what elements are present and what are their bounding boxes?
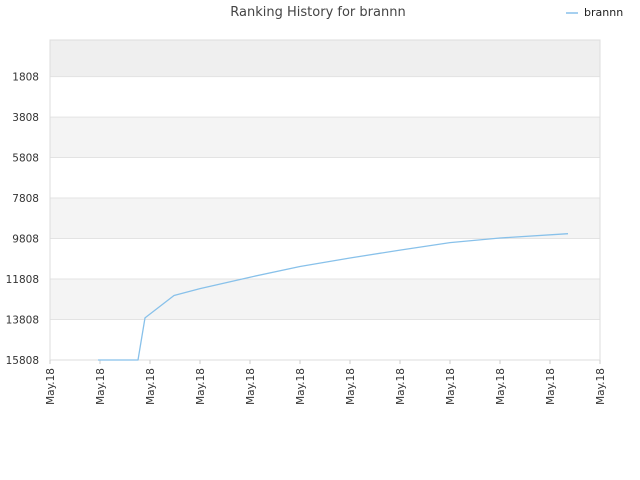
- x-tick-label: May.18: [595, 368, 607, 405]
- y-tick-label: 3808: [12, 112, 39, 124]
- chart-title: Ranking History for brannn: [230, 5, 405, 20]
- y-axis: 1808 3808 5808 7808 9808 11808 13808 15808: [6, 72, 39, 367]
- x-tick-label: May.18: [345, 368, 357, 405]
- y-tick-label: 5808: [12, 153, 39, 165]
- x-tick-label: May.18: [295, 368, 307, 405]
- plot-band: [50, 198, 600, 239]
- plot-bands: [50, 40, 600, 320]
- x-axis: May.18 May.18 May.18 May.18 May.18 May.18 May.…: [45, 360, 607, 405]
- y-tick-label: 1808: [12, 72, 39, 84]
- series-layer: [98, 233, 569, 361]
- legend-label-brannn: brannn: [584, 6, 623, 19]
- plot-band: [50, 279, 600, 320]
- y-tick-label: 9808: [12, 234, 39, 246]
- series-line-brannn: [98, 233, 569, 361]
- x-tick-label: May.18: [145, 368, 157, 405]
- x-tick-label: May.18: [495, 368, 507, 405]
- x-tick-label: May.18: [195, 368, 207, 405]
- y-tick-label: 15808: [6, 355, 39, 367]
- plot-band: [50, 117, 600, 158]
- plot-band: [50, 40, 600, 77]
- x-tick-label: May.18: [395, 368, 407, 405]
- y-tick-label: 7808: [12, 193, 39, 205]
- y-tick-label: 13808: [6, 315, 39, 327]
- y-tick-label: 11808: [6, 274, 39, 286]
- x-tick-label: May.18: [245, 368, 257, 405]
- x-tick-label: May.18: [45, 368, 57, 405]
- legend: brannn: [566, 6, 623, 19]
- plot-border: [49, 39, 601, 361]
- x-tick-label: May.18: [545, 368, 557, 405]
- x-tick-label: May.18: [95, 368, 107, 405]
- x-tick-label: May.18: [445, 368, 457, 405]
